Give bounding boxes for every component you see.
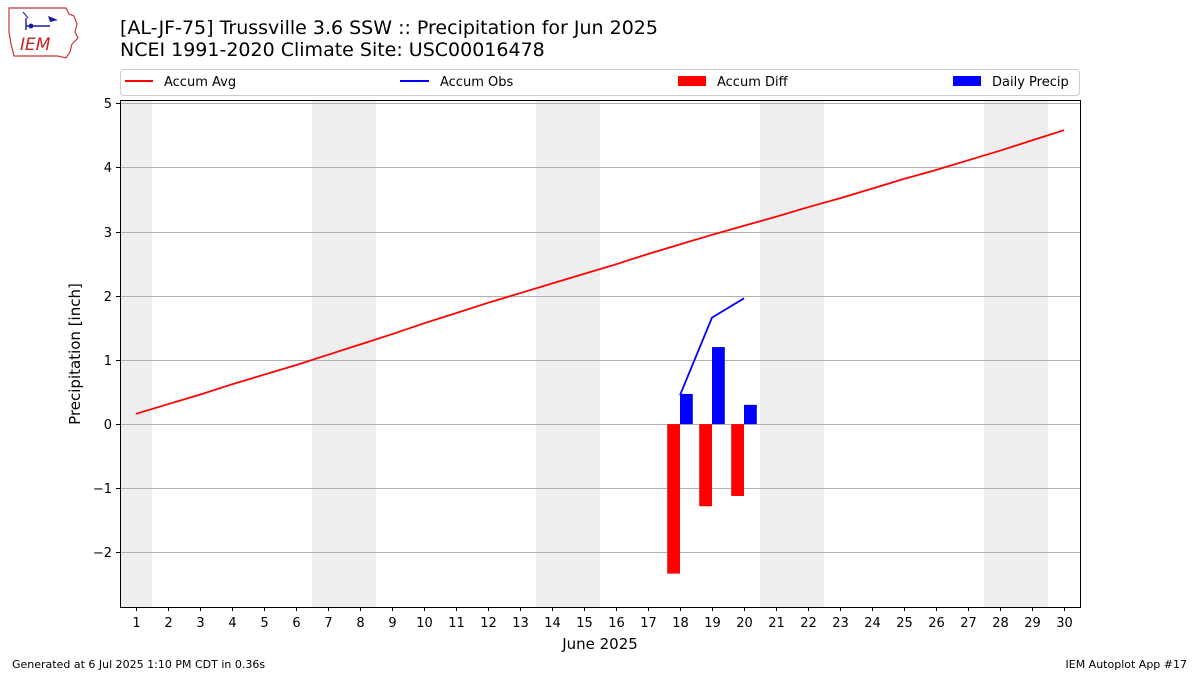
daily-precip-bar (680, 393, 693, 425)
x-tick-label: 20 (736, 616, 753, 631)
x-tick-label: 9 (388, 616, 396, 631)
legend-label-accum-obs: Accum Obs (440, 75, 513, 90)
legend-swatch-accum-diff (678, 76, 706, 86)
x-tick-label: 8 (356, 616, 364, 631)
x-tick-label: 2 (164, 616, 172, 631)
accum-obs-line (679, 297, 745, 396)
y-tick-label: 4 (104, 161, 112, 176)
y-tick-label: −2 (93, 546, 112, 561)
x-tick-label: 23 (832, 616, 849, 631)
weekend-band (536, 100, 600, 607)
accum-avg-line (135, 129, 1065, 415)
legend-label-daily-precip: Daily Precip (992, 75, 1069, 90)
accum-diff-bar (699, 424, 712, 507)
daily-precip-bar (744, 404, 757, 425)
x-tick-label: 26 (928, 616, 945, 631)
x-tick-label: 1 (132, 616, 140, 631)
x-tick-label: 5 (260, 616, 268, 631)
x-tick-label: 10 (416, 616, 433, 631)
legend-swatch-daily-precip (953, 76, 981, 86)
accum-diff-bar (731, 424, 744, 496)
y-tick-label: 5 (104, 97, 112, 112)
chart-title: [AL-JF-75] Trussville 3.6 SSW :: Precipi… (120, 17, 658, 39)
x-tick-label: 30 (1056, 616, 1073, 631)
footer-app: IEM Autoplot App #17 (1065, 658, 1188, 671)
grid-lines (120, 103, 1080, 553)
chart-subtitle: NCEI 1991-2020 Climate Site: USC00016478 (120, 39, 545, 61)
x-tick-label: 15 (576, 616, 593, 631)
x-tick-label: 12 (480, 616, 497, 631)
x-tick-label: 21 (768, 616, 785, 631)
accum-diff-bar (667, 424, 680, 574)
iem-logo: IEM (6, 4, 82, 60)
y-tick-label: −1 (93, 482, 112, 497)
legend: Accum Avg Accum Obs Accum Diff Daily Pre… (120, 69, 1080, 96)
lines-layer (135, 129, 1065, 415)
y-tick-label: 2 (104, 290, 112, 305)
footer-generated: Generated at 6 Jul 2025 1:10 PM CDT in 0… (12, 658, 266, 671)
x-axis-label: June 2025 (561, 635, 638, 653)
y-tick-label: 1 (104, 354, 112, 369)
weekend-band (760, 100, 824, 607)
weekend-band (120, 100, 152, 607)
x-tick-label: 17 (640, 616, 657, 631)
x-tick-label: 22 (800, 616, 817, 631)
weekend-bands (120, 100, 1048, 607)
x-tick-label: 6 (292, 616, 300, 631)
x-tick-label: 29 (1024, 616, 1041, 631)
x-tick-label: 16 (608, 616, 625, 631)
x-tick-label: 7 (324, 616, 332, 631)
x-tick-label: 28 (992, 616, 1009, 631)
y-tick-label: 3 (104, 226, 112, 241)
y-tick-label: 0 (104, 418, 112, 433)
legend-label-accum-avg: Accum Avg (164, 75, 236, 90)
bars-layer (667, 347, 757, 574)
plot-frame (120, 100, 1081, 608)
daily-precip-bar (712, 347, 725, 425)
x-tick-label: 13 (512, 616, 529, 631)
x-tick-label: 24 (864, 616, 881, 631)
weekend-band (312, 100, 376, 607)
x-tick-label: 11 (448, 616, 465, 631)
logo-text: IEM (20, 35, 51, 55)
legend-box (120, 69, 1080, 96)
y-axis-label: Precipitation [inch] (66, 283, 84, 425)
x-tick-label: 19 (704, 616, 721, 631)
y-axis: −2 −1 0 1 2 3 4 5 (93, 97, 120, 561)
x-tick-label: 3 (196, 616, 204, 631)
x-axis: 1 2 3 4 5 6 7 8 9 10 11 12 13 14 15 16 17 18 19 20 21 22 23 24 2… (132, 607, 1073, 631)
x-tick-label: 4 (228, 616, 236, 631)
legend-label-accum-diff: Accum Diff (717, 75, 789, 90)
x-tick-label: 18 (672, 616, 689, 631)
x-tick-label: 27 (960, 616, 977, 631)
weekend-band (984, 100, 1048, 607)
x-tick-label: 25 (896, 616, 913, 631)
x-tick-label: 14 (544, 616, 561, 631)
